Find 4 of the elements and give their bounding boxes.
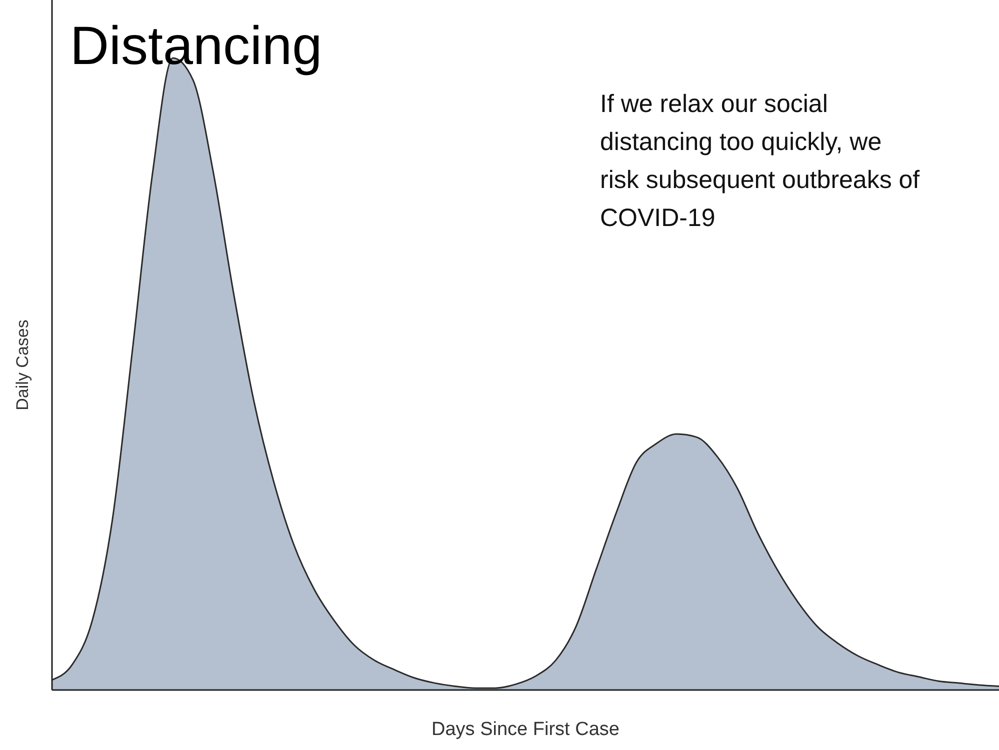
annotation: If we relax our social distancing too quickly, we risk subsequent outbreaks of COVID-19 xyxy=(600,90,920,232)
x-axis-title: Days Since First Case xyxy=(432,719,620,740)
chart-title: Distancing xyxy=(70,16,322,76)
y-axis-title: Daily Cases xyxy=(13,320,32,410)
